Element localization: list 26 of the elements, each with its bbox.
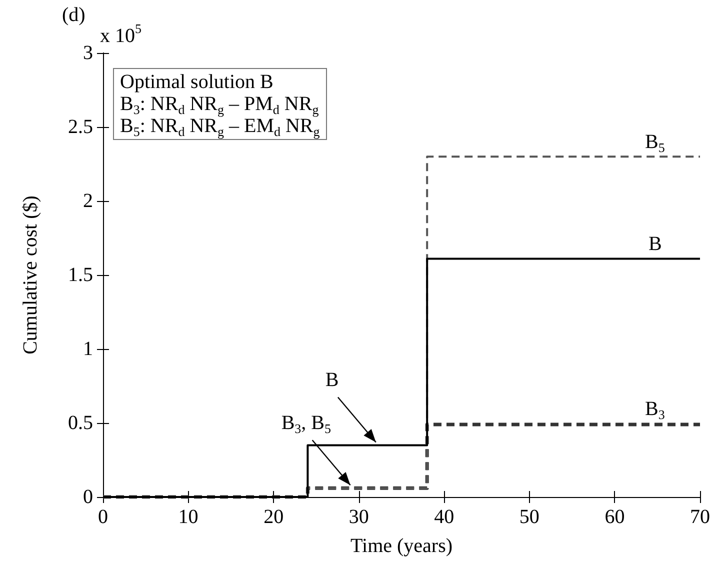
y-tick-label: 2.5 — [68, 116, 93, 138]
y-axis-title: Cumulative cost ($) — [18, 196, 41, 354]
text: (d) — [62, 4, 86, 26]
x-tick-label: 20 — [264, 506, 284, 528]
series-label: B$_{5}$ — [645, 130, 665, 155]
y-tick-label: 2 — [83, 190, 93, 212]
x-tick-label: 30 — [348, 506, 369, 528]
y-tick-label: 0 — [83, 486, 93, 508]
y-tick-label: 1 — [83, 338, 93, 360]
y-tick-label: 1.5 — [68, 264, 93, 286]
text: x 10$^{5}$ — [100, 21, 142, 47]
series-label: B — [648, 232, 662, 255]
x-tick-label: 50 — [519, 506, 540, 528]
x-tick-label: 60 — [604, 506, 625, 528]
annotation: B — [325, 369, 339, 392]
x-tick-label: 10 — [178, 506, 198, 528]
y-tick-label: 3 — [83, 42, 93, 64]
annotation: Optimal solution B — [120, 71, 274, 93]
x-tick-label: 40 — [434, 506, 454, 528]
annotation: B$_{3}$, B$_{5}$ — [281, 412, 332, 436]
y-tick-label: 0.5 — [68, 412, 93, 434]
x-axis-title: Time (years) — [350, 535, 453, 557]
x-tick-label: 0 — [98, 506, 108, 528]
text: B$_{3}$: NR$_{d}$ NR$_{g}$ – PM$_{d}$ NR$_{g}$ — [120, 93, 319, 117]
x-tick-label: 70 — [690, 506, 710, 528]
series-label: B$_{3}$ — [645, 398, 665, 422]
